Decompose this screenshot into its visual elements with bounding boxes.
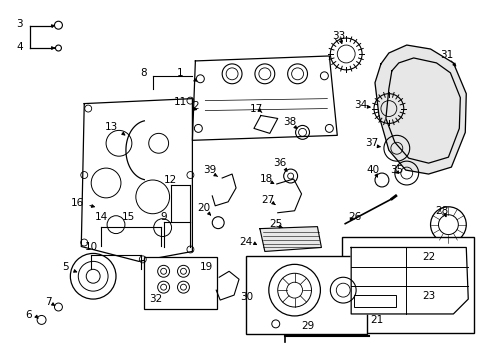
Text: 8: 8 [140, 68, 147, 78]
Text: 35: 35 [389, 165, 403, 175]
Polygon shape [259, 227, 321, 251]
Text: 15: 15 [122, 212, 135, 222]
Polygon shape [253, 116, 277, 133]
Text: 24: 24 [239, 237, 252, 247]
Text: 39: 39 [203, 165, 217, 175]
Text: 33: 33 [332, 31, 345, 41]
Text: 20: 20 [196, 203, 209, 213]
Text: 14: 14 [94, 212, 107, 222]
Text: 22: 22 [421, 252, 434, 262]
Text: 3: 3 [17, 19, 23, 29]
Text: 28: 28 [434, 206, 447, 216]
Text: 10: 10 [84, 243, 98, 252]
Bar [342, 237, 473, 333]
Text: 7: 7 [45, 297, 52, 307]
Text: 4: 4 [17, 42, 23, 52]
Polygon shape [192, 56, 337, 140]
Text: 32: 32 [149, 294, 162, 304]
Text: 21: 21 [369, 315, 383, 325]
Polygon shape [374, 45, 466, 174]
Text: 27: 27 [261, 195, 274, 205]
Bar [245, 256, 366, 334]
Text: 36: 36 [272, 158, 286, 168]
Polygon shape [350, 247, 468, 314]
Text: 31: 31 [439, 50, 452, 60]
Text: 37: 37 [365, 138, 378, 148]
Text: 19: 19 [199, 262, 212, 272]
Text: 2: 2 [192, 100, 198, 111]
Text: 38: 38 [283, 117, 296, 127]
Bar [353, 295, 395, 307]
Text: 17: 17 [250, 104, 263, 113]
Text: 11: 11 [174, 96, 187, 107]
Bar [143, 257, 217, 309]
Text: 25: 25 [268, 219, 282, 229]
Text: 6: 6 [25, 310, 32, 320]
Text: 29: 29 [300, 321, 313, 331]
Text: 5: 5 [62, 262, 69, 272]
Text: 40: 40 [366, 165, 379, 175]
Text: 30: 30 [240, 292, 253, 302]
Polygon shape [81, 99, 192, 261]
Text: 12: 12 [163, 175, 177, 185]
Text: 18: 18 [260, 174, 273, 184]
Text: 34: 34 [354, 100, 367, 109]
Text: 26: 26 [348, 212, 361, 222]
Text: 13: 13 [104, 122, 118, 132]
Text: 1: 1 [177, 68, 183, 78]
Text: 16: 16 [71, 198, 84, 208]
Text: 23: 23 [421, 291, 434, 301]
Text: 9: 9 [160, 212, 166, 222]
